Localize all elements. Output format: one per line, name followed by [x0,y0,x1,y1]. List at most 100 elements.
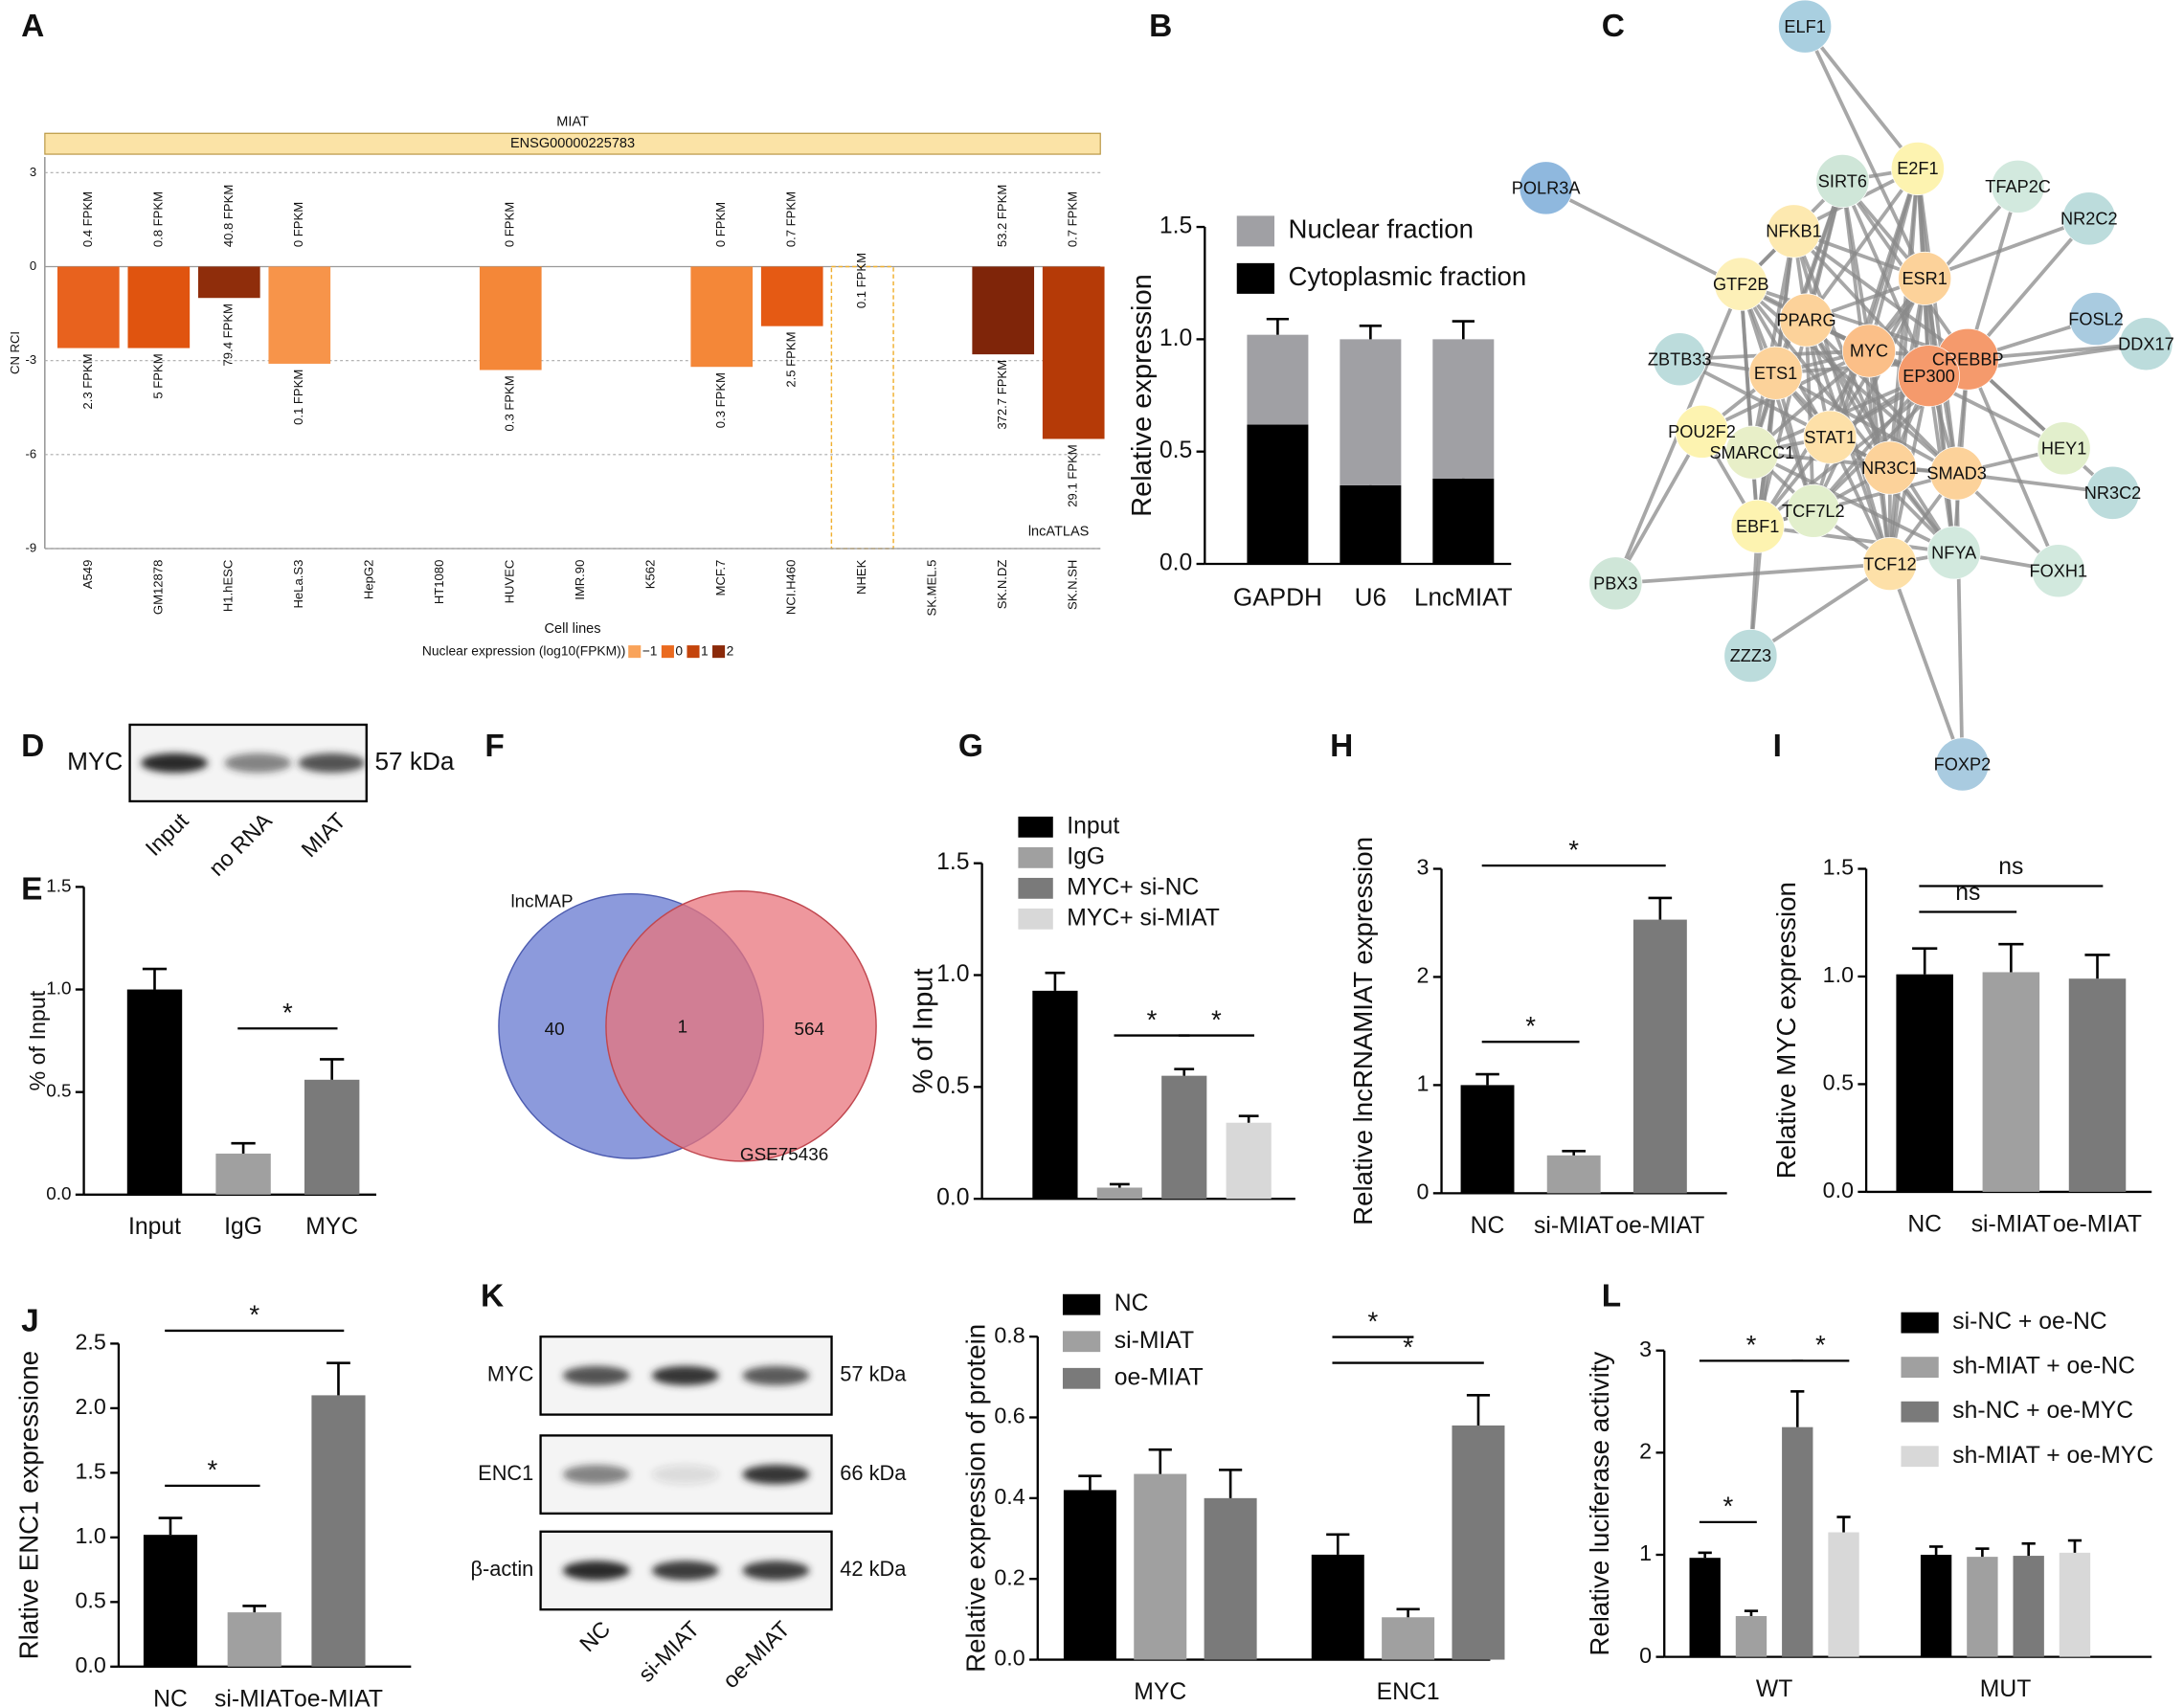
error-bar [1562,1149,1586,1156]
y-axis-label: Relative expression of protein [961,1324,991,1673]
x-tick-label: H1.hESC [221,560,236,613]
y-tick-label: 3 [1417,855,1430,880]
significance-label: * [1368,1306,1379,1336]
x-tick-label: Input [128,1214,181,1240]
error-bar [1326,1533,1350,1555]
error-bar [326,1361,350,1396]
legend-label: IgG [1067,843,1105,869]
error-bar [1452,320,1475,340]
legend-swatch [1062,1293,1101,1315]
cytoplasmic-label: 79.4 FPKM [221,303,236,366]
network-edge [1792,230,1930,377]
node-label: PBX3 [1593,574,1637,594]
error-bar [1359,324,1382,340]
network-node [1724,425,1779,480]
panel-label: C [1602,9,1625,44]
node-label: EBF1 [1736,517,1779,536]
network-node [1991,159,2045,213]
y-tick-label: 3 [30,165,36,179]
network-node [2119,317,2173,371]
bar [1546,1155,1601,1194]
blot-row-label: β-actin [470,1557,533,1581]
significance-label: * [1525,1011,1536,1041]
network-edge [1615,562,1890,586]
network-edge [1954,473,1965,765]
x-tick-label: A549 [80,560,95,590]
node-label: TCF12 [1863,554,1917,573]
node-label: POU2F2 [1668,422,1736,441]
venn-set-label: GSE75436 [740,1145,828,1165]
blot-band [742,1464,810,1485]
nuclear-label: 0.1 FPKM [854,253,868,308]
node-label: NR2C2 [2060,210,2118,229]
legend-label: oe-MIAT [1115,1364,1204,1390]
y-tick-label: 1.5 [76,1459,106,1484]
bar [1920,1554,1952,1657]
network-edge [1924,216,2090,281]
network-edge [1613,430,1704,585]
x-tick-label: LncMIAT [1414,582,1513,611]
x-tick-label: K562 [643,560,658,590]
y-tick-label: 1.0 [1823,962,1854,987]
blot-band [651,1365,719,1386]
network-edge [1812,278,1926,512]
bar [1828,1532,1859,1657]
network-node [2031,544,2085,598]
y-tick-label: 0.6 [994,1404,1024,1428]
network-node [1588,556,1643,611]
x-tick-label: MUT [1980,1676,2032,1702]
y-tick-label: 0.5 [936,1073,969,1099]
bar [311,1395,366,1667]
network-node [1779,293,1834,348]
legend-swatch [687,645,700,659]
source-label: lncATLAS [1028,524,1090,539]
significance-label: ns [1955,880,1980,906]
network-node [1778,0,1833,54]
bar [1382,1617,1435,1660]
bar [1782,1426,1813,1657]
network-edge [1803,25,1926,280]
blot-size-label: 66 kDa [840,1461,907,1485]
panel-label: F [484,729,504,764]
y-tick-label: 2 [1417,963,1430,988]
nuclear-label: 53.2 FPKM [995,185,1009,247]
network-node [1862,537,1917,591]
x-tick-label: GAPDH [1233,582,1322,611]
network-node [1723,628,1778,683]
blot-size-label: 42 kDa [840,1557,907,1581]
bar [1311,1554,1364,1660]
x-tick-label: MYC [1134,1679,1186,1705]
y-tick-label: 0 [1417,1179,1430,1203]
y-tick-label: 0.0 [1160,550,1192,576]
network-edge [1678,357,1891,470]
legend-label: sh-MIAT + oe-NC [1952,1354,2135,1380]
network-node [2037,421,2091,476]
bar [126,989,183,1195]
network-node [1926,526,1981,580]
significance-label: * [1147,1004,1158,1034]
panel-label: E [21,872,42,908]
y-axis-label: % of Input [25,990,50,1090]
node-label: ETS1 [1754,364,1797,383]
network-node [1815,154,1870,209]
error-bar [1174,1067,1195,1076]
node-label: TCF7L2 [1782,502,1845,521]
y-axis-label: Rlative ENC1 expressione [14,1351,44,1659]
error-bar [1998,942,2024,973]
y-tick-label: 1.0 [1160,326,1192,351]
cytoplasmic-label: 372.7 FPKM [995,360,1009,430]
panel-label: I [1773,729,1782,764]
network-node [2069,292,2124,347]
bar [197,266,260,299]
bar [1063,1490,1116,1660]
network-node [1714,257,1768,311]
network-node [1767,204,1821,258]
y-tick-label: 2 [1639,1438,1652,1463]
significance-label: * [249,1300,259,1330]
y-axis-label: Relative lncRNAMIAT expression [1348,837,1378,1225]
network-edge [1757,524,1954,555]
cytoplasmic-label: 0.3 FPKM [503,375,517,431]
bar [1982,972,2040,1192]
